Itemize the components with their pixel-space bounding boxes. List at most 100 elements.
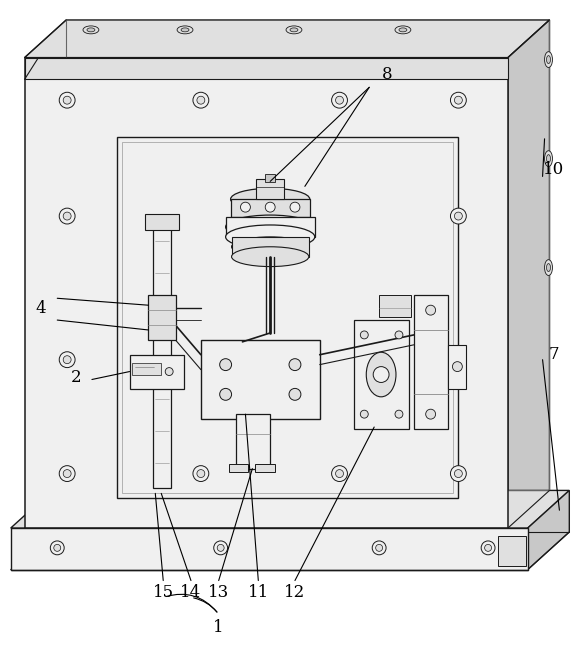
Circle shape (450, 208, 467, 224)
Circle shape (59, 208, 75, 224)
Text: 7: 7 (548, 346, 559, 363)
Circle shape (54, 545, 61, 551)
Circle shape (165, 368, 173, 375)
Circle shape (395, 410, 403, 418)
Bar (153, 226, 171, 488)
Ellipse shape (225, 225, 315, 249)
Bar (266, 174, 275, 182)
Circle shape (336, 470, 343, 477)
Circle shape (485, 545, 492, 551)
Circle shape (289, 389, 301, 400)
Ellipse shape (547, 56, 550, 63)
Circle shape (336, 96, 343, 104)
Text: 14: 14 (180, 584, 202, 601)
Bar (255, 464, 275, 471)
Circle shape (63, 470, 71, 477)
Circle shape (59, 92, 75, 108)
Ellipse shape (399, 28, 407, 32)
Circle shape (454, 356, 462, 364)
Circle shape (241, 202, 250, 212)
Text: 1: 1 (213, 618, 224, 635)
Circle shape (332, 92, 347, 108)
Bar (231, 199, 310, 217)
Circle shape (63, 356, 71, 364)
Text: 15: 15 (153, 584, 174, 601)
Bar (117, 137, 458, 498)
Circle shape (220, 358, 232, 370)
Circle shape (360, 331, 368, 339)
Ellipse shape (232, 247, 309, 266)
Bar (449, 345, 467, 389)
Bar (145, 214, 179, 230)
Bar (232, 237, 309, 257)
Bar (121, 142, 453, 494)
Circle shape (373, 366, 389, 383)
Ellipse shape (83, 26, 99, 34)
Text: 4: 4 (35, 300, 46, 317)
Bar (498, 536, 526, 565)
Circle shape (454, 96, 462, 104)
Bar (201, 340, 320, 419)
Ellipse shape (544, 52, 553, 67)
Circle shape (197, 96, 205, 104)
Ellipse shape (177, 26, 193, 34)
Circle shape (376, 545, 383, 551)
Bar (225, 217, 315, 237)
Circle shape (59, 352, 75, 368)
Bar (354, 320, 409, 429)
Circle shape (197, 470, 205, 477)
Circle shape (63, 212, 71, 220)
Bar (379, 295, 411, 317)
Bar (24, 57, 508, 80)
Circle shape (266, 202, 275, 212)
Bar (148, 295, 176, 340)
Circle shape (220, 389, 232, 400)
Circle shape (453, 362, 462, 372)
Bar (414, 295, 449, 429)
Circle shape (450, 92, 467, 108)
Ellipse shape (231, 188, 310, 210)
Text: 11: 11 (248, 584, 269, 601)
Circle shape (290, 202, 300, 212)
Ellipse shape (547, 264, 550, 272)
Ellipse shape (366, 352, 396, 397)
Text: 2: 2 (71, 369, 81, 386)
Circle shape (332, 466, 347, 481)
Circle shape (63, 96, 71, 104)
Circle shape (450, 352, 467, 368)
Polygon shape (10, 490, 569, 528)
Ellipse shape (544, 260, 553, 276)
Polygon shape (508, 20, 550, 528)
Circle shape (426, 409, 436, 419)
Circle shape (454, 212, 462, 220)
Bar (228, 464, 249, 471)
Ellipse shape (181, 28, 189, 32)
Bar (10, 528, 528, 569)
Circle shape (193, 466, 209, 481)
Ellipse shape (544, 151, 553, 167)
Text: 8: 8 (382, 66, 392, 83)
Circle shape (193, 92, 209, 108)
Circle shape (395, 331, 403, 339)
Circle shape (426, 305, 436, 315)
Text: 13: 13 (208, 584, 229, 601)
Circle shape (217, 545, 224, 551)
Circle shape (59, 466, 75, 481)
Circle shape (454, 470, 462, 477)
Ellipse shape (232, 237, 309, 257)
Circle shape (372, 541, 386, 555)
Ellipse shape (286, 26, 302, 34)
Bar (235, 414, 270, 469)
Circle shape (289, 358, 301, 370)
Circle shape (214, 541, 228, 555)
Bar (24, 57, 508, 528)
Ellipse shape (547, 155, 550, 163)
Ellipse shape (290, 28, 298, 32)
Ellipse shape (87, 28, 95, 32)
Text: 10: 10 (543, 161, 564, 178)
Polygon shape (528, 490, 569, 569)
Circle shape (360, 410, 368, 418)
Text: 12: 12 (284, 584, 306, 601)
Ellipse shape (395, 26, 411, 34)
Polygon shape (24, 20, 550, 57)
